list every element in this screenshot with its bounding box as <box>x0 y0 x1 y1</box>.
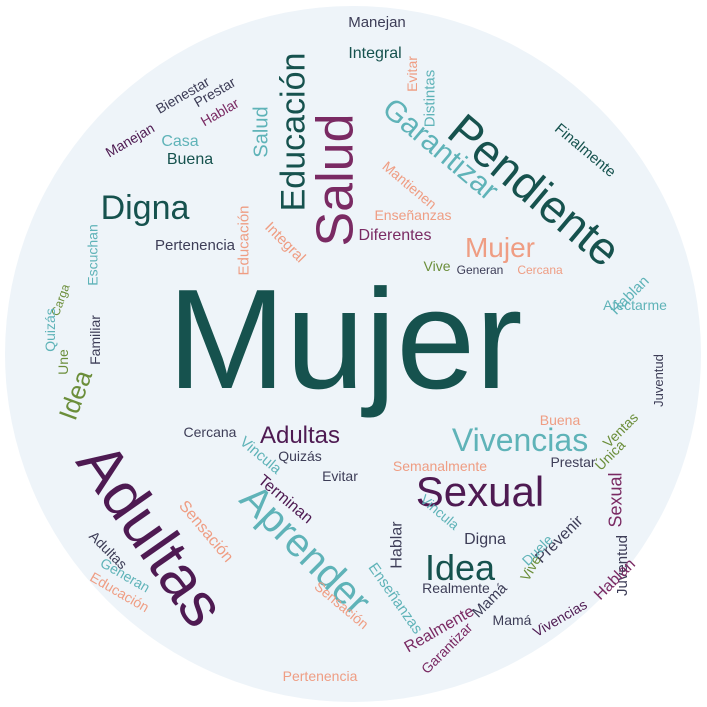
word: Sexual <box>415 468 545 515</box>
word: Sexual <box>605 472 626 528</box>
word: Enseñanzas <box>374 207 452 223</box>
word: Educación <box>274 52 312 212</box>
word: Vivencias <box>451 422 589 458</box>
word: Quizás <box>278 448 322 464</box>
word: Salud <box>251 106 273 158</box>
word: Mamá <box>492 612 532 628</box>
word: Idea <box>424 547 496 588</box>
word: Adultas <box>259 422 341 449</box>
word: Evitar <box>403 56 420 92</box>
word: Hablar <box>388 521 406 569</box>
word: Cercana <box>183 424 237 440</box>
word: Realmente <box>422 580 490 596</box>
word: Educación <box>235 204 253 276</box>
word: Casa <box>161 133 199 150</box>
word: Salud <box>306 113 364 247</box>
word: Juventud <box>650 353 666 407</box>
word: Integral <box>348 45 402 62</box>
word: Distintas <box>421 69 439 127</box>
word: Buena <box>539 412 581 428</box>
word: Diferentes <box>358 227 432 244</box>
word: Cercana <box>517 263 563 277</box>
word: Mujer <box>464 232 535 263</box>
word: Vive <box>423 258 451 274</box>
word: Une <box>55 349 71 375</box>
word: Afectarme <box>603 297 667 313</box>
word: Generan <box>456 263 504 277</box>
word: Evitar <box>322 468 358 484</box>
word: Pertenencia <box>282 668 358 684</box>
word-cloud-circle <box>5 6 701 702</box>
word: Prestar <box>550 454 596 470</box>
word: Escuchan <box>84 224 101 286</box>
word: Mujer <box>167 260 523 419</box>
word: Pertenencia <box>154 236 236 254</box>
word: Buena <box>166 151 214 168</box>
word: Digna <box>100 189 190 227</box>
word: Manejan <box>348 13 406 31</box>
word: Familiar <box>87 315 103 365</box>
word: Digna <box>464 531 506 548</box>
word: Semanalmente <box>392 458 488 474</box>
word: Quizás <box>41 308 58 352</box>
